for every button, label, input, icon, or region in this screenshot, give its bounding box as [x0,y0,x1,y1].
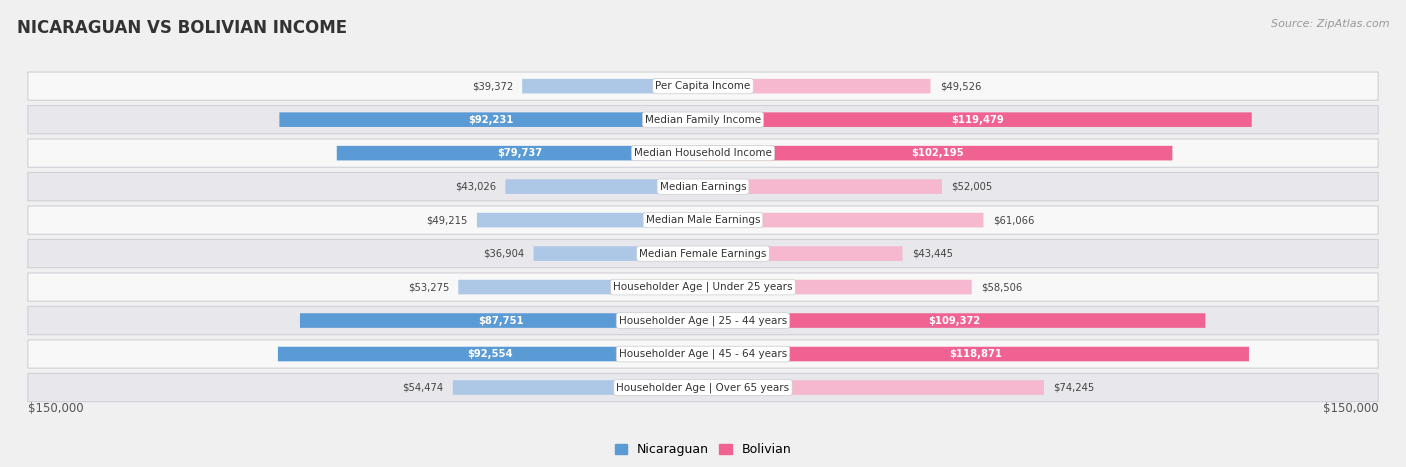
FancyBboxPatch shape [703,347,1249,361]
FancyBboxPatch shape [280,113,703,127]
FancyBboxPatch shape [703,79,931,93]
Text: $118,871: $118,871 [949,349,1002,359]
FancyBboxPatch shape [28,273,1378,301]
Text: Median Earnings: Median Earnings [659,182,747,191]
FancyBboxPatch shape [703,179,942,194]
Text: $43,445: $43,445 [911,248,953,259]
Text: $74,245: $74,245 [1053,382,1094,393]
FancyBboxPatch shape [703,113,1251,127]
Text: $102,195: $102,195 [911,148,965,158]
Text: $58,506: $58,506 [981,282,1022,292]
FancyBboxPatch shape [28,240,1378,268]
FancyBboxPatch shape [703,246,903,261]
Text: Householder Age | Under 25 years: Householder Age | Under 25 years [613,282,793,292]
Text: $53,275: $53,275 [408,282,449,292]
FancyBboxPatch shape [458,280,703,294]
FancyBboxPatch shape [453,380,703,395]
FancyBboxPatch shape [703,280,972,294]
FancyBboxPatch shape [299,313,703,328]
FancyBboxPatch shape [28,172,1378,201]
FancyBboxPatch shape [278,347,703,361]
Text: $52,005: $52,005 [950,182,993,191]
FancyBboxPatch shape [533,246,703,261]
FancyBboxPatch shape [28,374,1378,402]
FancyBboxPatch shape [703,313,1205,328]
FancyBboxPatch shape [28,106,1378,134]
Text: $39,372: $39,372 [472,81,513,91]
Text: Per Capita Income: Per Capita Income [655,81,751,91]
Text: $150,000: $150,000 [1323,402,1378,415]
Text: $92,554: $92,554 [468,349,513,359]
Text: Median Male Earnings: Median Male Earnings [645,215,761,225]
FancyBboxPatch shape [28,72,1378,100]
Text: Median Household Income: Median Household Income [634,148,772,158]
FancyBboxPatch shape [28,340,1378,368]
FancyBboxPatch shape [703,213,983,227]
Text: $87,751: $87,751 [478,316,524,325]
Text: $43,026: $43,026 [456,182,496,191]
Text: $119,479: $119,479 [950,115,1004,125]
Text: $36,904: $36,904 [484,248,524,259]
Text: Householder Age | 25 - 44 years: Householder Age | 25 - 44 years [619,315,787,326]
Text: $61,066: $61,066 [993,215,1033,225]
Text: $150,000: $150,000 [28,402,83,415]
Text: Householder Age | 45 - 64 years: Householder Age | 45 - 64 years [619,349,787,359]
FancyBboxPatch shape [703,380,1045,395]
Text: $109,372: $109,372 [928,316,980,325]
Text: Householder Age | Over 65 years: Householder Age | Over 65 years [616,382,790,393]
FancyBboxPatch shape [28,139,1378,167]
Text: $49,526: $49,526 [939,81,981,91]
FancyBboxPatch shape [337,146,703,161]
FancyBboxPatch shape [522,79,703,93]
FancyBboxPatch shape [703,146,1173,161]
Text: $54,474: $54,474 [402,382,444,393]
FancyBboxPatch shape [28,206,1378,234]
Legend: Nicaraguan, Bolivian: Nicaraguan, Bolivian [610,439,796,461]
Text: Median Female Earnings: Median Female Earnings [640,248,766,259]
Text: $92,231: $92,231 [468,115,513,125]
Text: NICARAGUAN VS BOLIVIAN INCOME: NICARAGUAN VS BOLIVIAN INCOME [17,19,347,37]
FancyBboxPatch shape [477,213,703,227]
FancyBboxPatch shape [28,306,1378,335]
Text: Median Family Income: Median Family Income [645,115,761,125]
FancyBboxPatch shape [505,179,703,194]
Text: Source: ZipAtlas.com: Source: ZipAtlas.com [1271,19,1389,28]
Text: $49,215: $49,215 [426,215,468,225]
Text: $79,737: $79,737 [498,148,543,158]
